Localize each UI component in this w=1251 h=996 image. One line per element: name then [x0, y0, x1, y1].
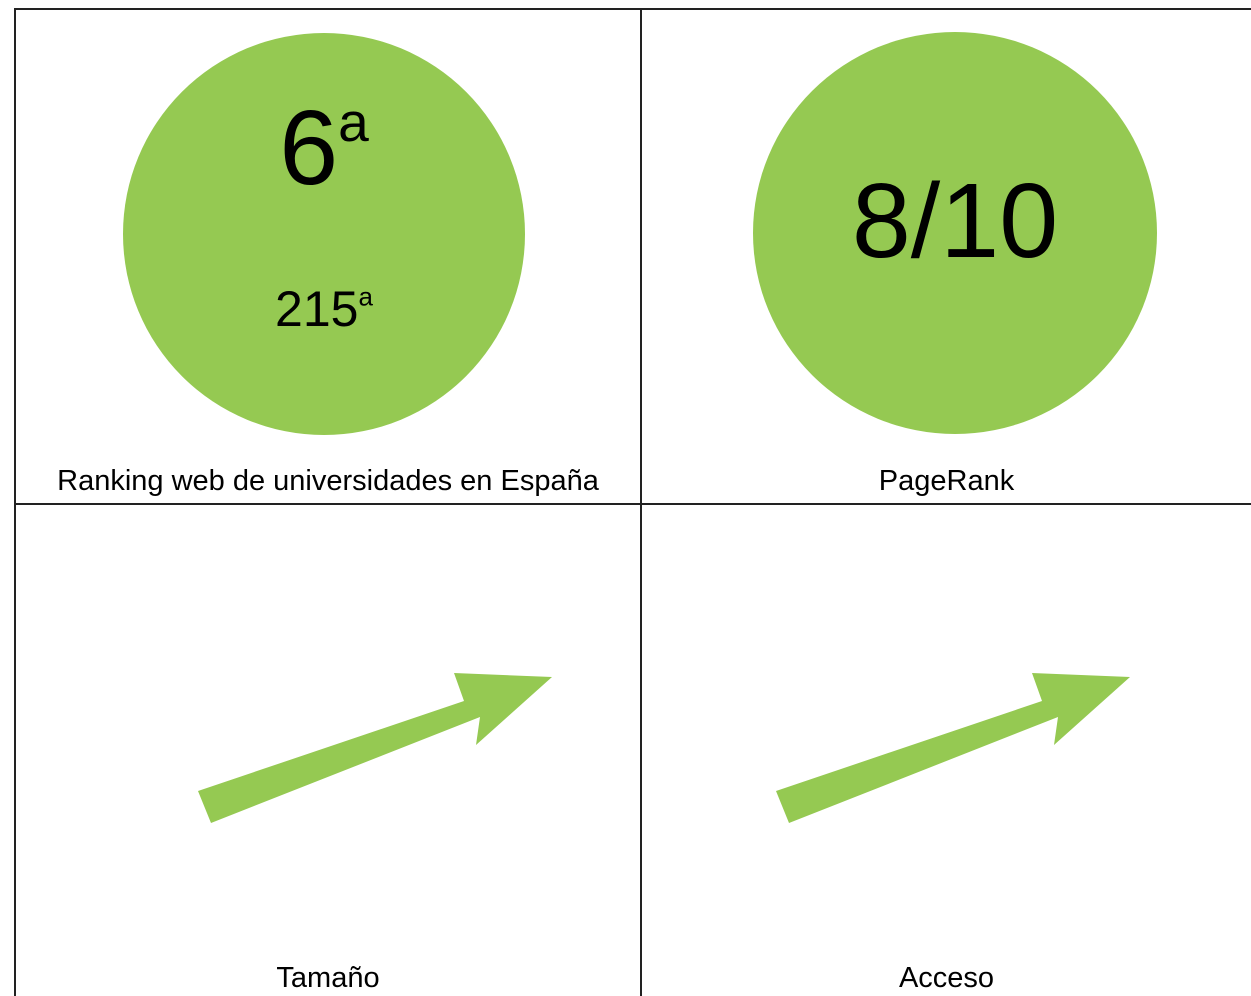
pagerank-caption: PageRank: [878, 465, 1015, 497]
grid-middle-divider: [14, 503, 1251, 505]
ranking-spain-position: 6a: [279, 89, 369, 207]
pagerank-value: 8/10: [851, 162, 1059, 280]
grid-left-border: [14, 9, 16, 996]
acceso-trend-arrow-icon: [776, 673, 1130, 823]
ranking-caption: Ranking web de universidades en España: [57, 465, 599, 497]
acceso-caption: Acceso: [898, 962, 995, 994]
ranking-world-position: 215a: [275, 281, 373, 337]
ranking-circle: [123, 33, 525, 435]
pagerank-circle: [753, 32, 1157, 434]
grid-top-border: [14, 8, 1251, 10]
grid-vertical-divider: [640, 9, 642, 996]
tamano-caption: Tamaño: [276, 962, 380, 994]
tamano-trend-arrow-icon: [198, 673, 552, 823]
